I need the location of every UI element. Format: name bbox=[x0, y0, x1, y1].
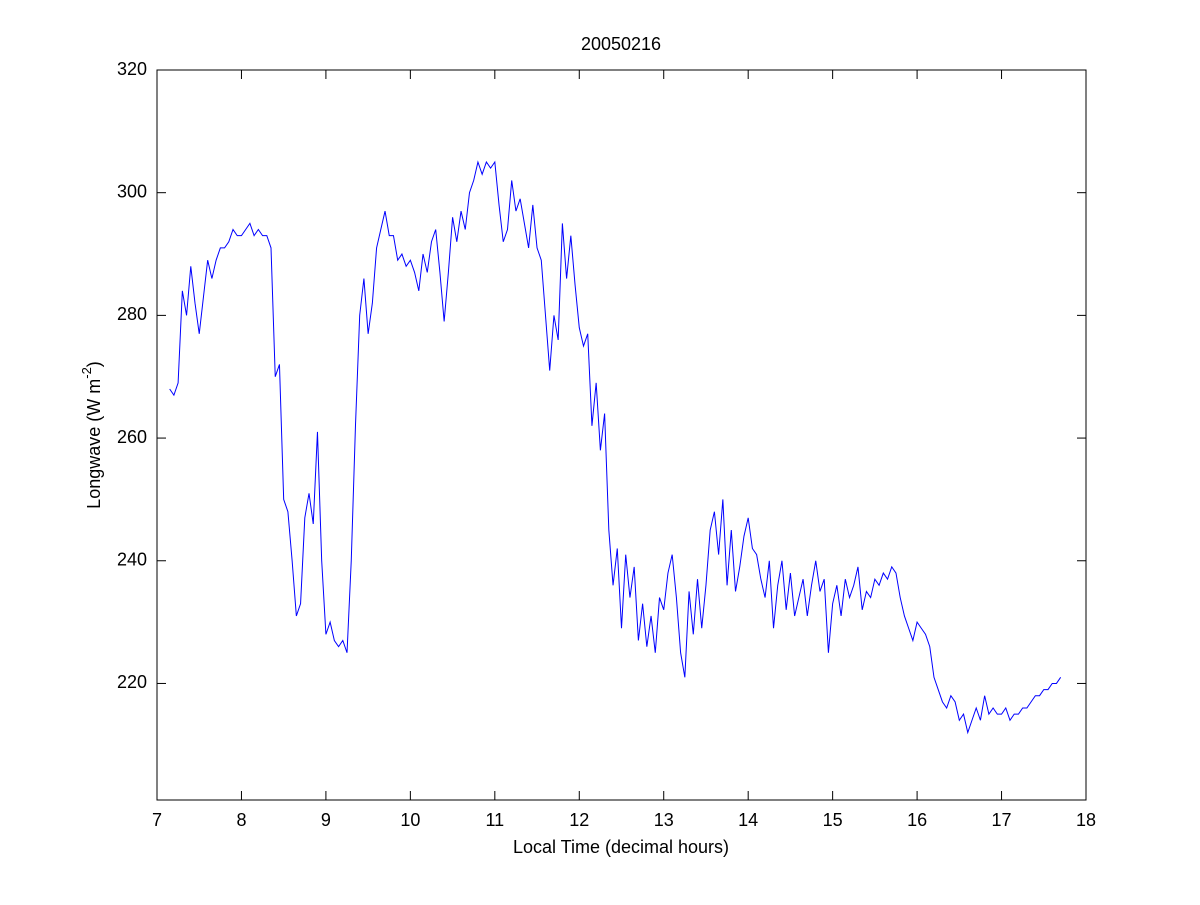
y-axis-label-superscript: -2 bbox=[79, 367, 94, 379]
y-axis-label-text: Longwave (W m bbox=[84, 379, 104, 509]
y-tick-label: 240 bbox=[117, 550, 147, 570]
x-tick-label: 17 bbox=[992, 810, 1012, 830]
x-tick-label: 10 bbox=[400, 810, 420, 830]
x-tick-label: 13 bbox=[654, 810, 674, 830]
chart-title: 20050216 bbox=[581, 34, 661, 54]
x-tick-label: 18 bbox=[1076, 810, 1096, 830]
y-axis-label: Longwave (W m-2) bbox=[79, 361, 103, 509]
x-tick-label: 8 bbox=[236, 810, 246, 830]
x-tick-label: 14 bbox=[738, 810, 758, 830]
plot-box bbox=[156, 69, 1087, 801]
y-tick-label: 220 bbox=[117, 672, 147, 692]
x-axis-label: Local Time (decimal hours) bbox=[513, 837, 729, 857]
y-tick-label: 300 bbox=[117, 181, 147, 201]
x-tick-label: 11 bbox=[485, 810, 504, 830]
y-axis-label-suffix: ) bbox=[84, 361, 104, 367]
y-tick-label: 320 bbox=[117, 59, 147, 79]
x-tick-label: 12 bbox=[569, 810, 589, 830]
y-tick-label: 260 bbox=[117, 427, 147, 447]
y-tick-label: 280 bbox=[117, 304, 147, 324]
x-tick-label: 7 bbox=[152, 810, 162, 830]
x-tick-label: 15 bbox=[823, 810, 843, 830]
x-tick-label: 16 bbox=[907, 810, 927, 830]
data-line bbox=[169, 160, 1062, 735]
x-tick-label: 9 bbox=[321, 810, 331, 830]
